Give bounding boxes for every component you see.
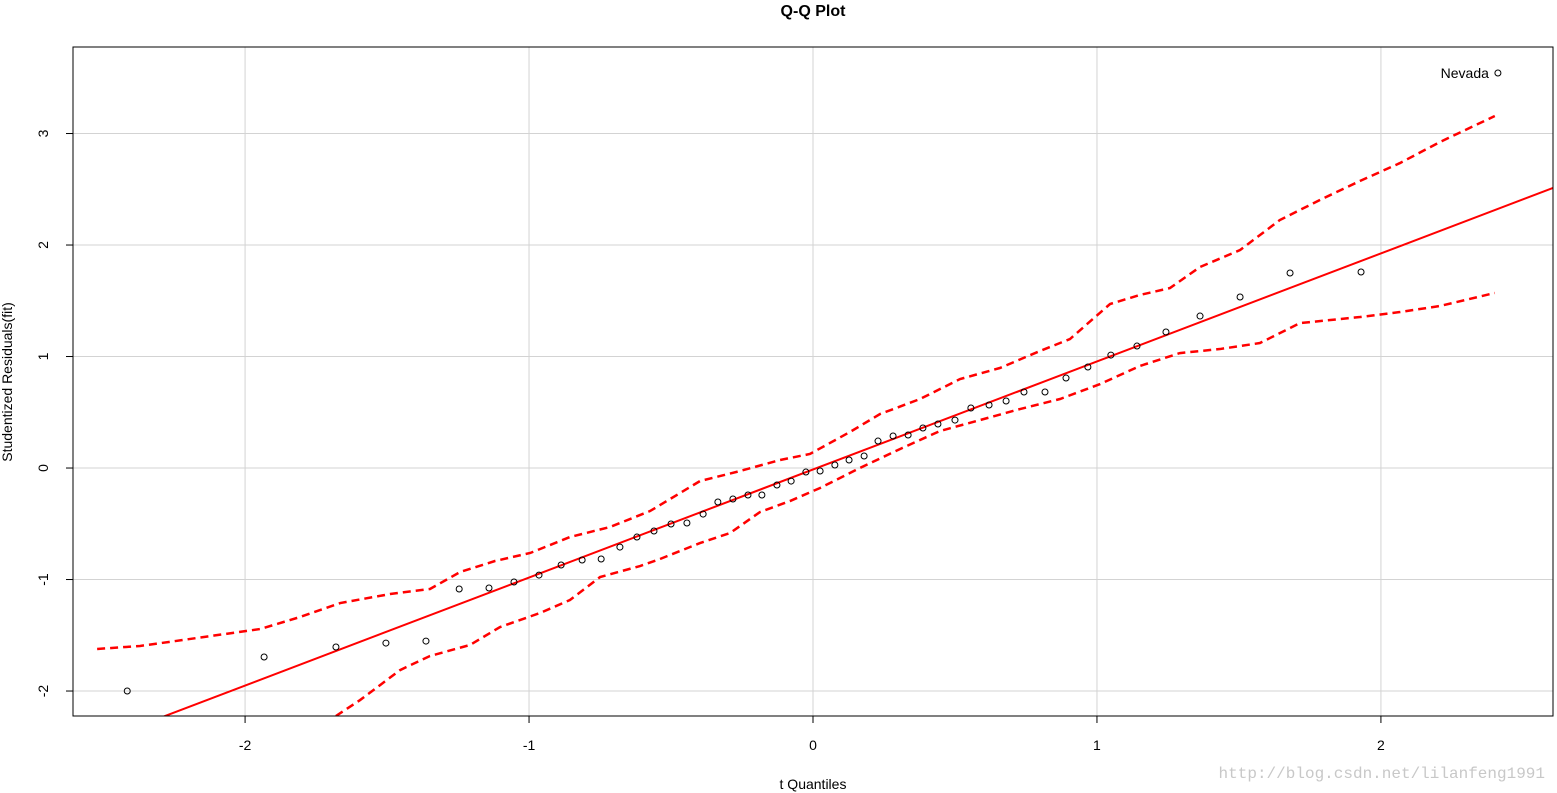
point bbox=[1494, 69, 1502, 77]
y-tick-label: 1 bbox=[35, 352, 51, 360]
point bbox=[904, 431, 912, 439]
point bbox=[597, 555, 605, 563]
point bbox=[123, 687, 131, 695]
confidence-envelope bbox=[335, 291, 1496, 716]
point bbox=[1062, 374, 1070, 382]
point bbox=[874, 437, 882, 445]
x-tick-label: 1 bbox=[1093, 737, 1101, 753]
point bbox=[816, 467, 824, 475]
point bbox=[455, 585, 463, 593]
point bbox=[889, 432, 897, 440]
point bbox=[332, 643, 340, 651]
point bbox=[845, 456, 853, 464]
point bbox=[1236, 293, 1244, 301]
point bbox=[860, 452, 868, 460]
point bbox=[919, 424, 927, 432]
fit-line bbox=[162, 187, 1553, 716]
point bbox=[535, 571, 543, 579]
point bbox=[1002, 397, 1010, 405]
watermark: http://blog.csdn.net/lilanfeng1991 bbox=[1219, 765, 1545, 783]
y-tick-label: 2 bbox=[35, 241, 51, 249]
point bbox=[1084, 363, 1092, 371]
x-axis-label: t Quantiles bbox=[780, 776, 847, 792]
point bbox=[773, 481, 781, 489]
point bbox=[667, 520, 675, 528]
point bbox=[1107, 351, 1115, 359]
point bbox=[985, 401, 993, 409]
point bbox=[729, 495, 737, 503]
point bbox=[557, 561, 565, 569]
point bbox=[260, 653, 268, 661]
point bbox=[758, 491, 766, 499]
point bbox=[1020, 388, 1028, 396]
point bbox=[510, 578, 518, 586]
point bbox=[1196, 312, 1204, 320]
point bbox=[967, 404, 975, 412]
point bbox=[699, 510, 707, 518]
y-tick-label: -2 bbox=[35, 685, 51, 698]
chart-title: Q-Q Plot bbox=[781, 3, 847, 20]
point bbox=[683, 519, 691, 527]
point-label: Nevada bbox=[1441, 65, 1489, 81]
point bbox=[831, 461, 839, 469]
y-axis-label: Studentized Residuals(fit) bbox=[0, 302, 15, 462]
point bbox=[1357, 268, 1365, 276]
x-tick-label: -1 bbox=[523, 737, 536, 753]
point bbox=[744, 491, 752, 499]
point bbox=[422, 637, 430, 645]
x-tick-label: -2 bbox=[239, 737, 252, 753]
point bbox=[1162, 328, 1170, 336]
grid bbox=[73, 47, 1553, 716]
plot-area: Nevada bbox=[97, 65, 1553, 716]
point bbox=[1286, 269, 1294, 277]
point bbox=[616, 543, 624, 551]
y-tick-label: 3 bbox=[35, 129, 51, 137]
point bbox=[485, 584, 493, 592]
point bbox=[714, 498, 722, 506]
x-tick-label: 2 bbox=[1377, 737, 1385, 753]
point bbox=[1133, 342, 1141, 350]
x-tick-label: 0 bbox=[809, 737, 817, 753]
point bbox=[802, 468, 810, 476]
confidence-envelope bbox=[97, 114, 1496, 651]
y-tick-label: 0 bbox=[35, 464, 51, 472]
point bbox=[787, 477, 795, 485]
point bbox=[1041, 388, 1049, 396]
point bbox=[382, 639, 390, 647]
point bbox=[578, 556, 586, 564]
y-tick-label: -1 bbox=[35, 573, 51, 586]
point bbox=[650, 527, 658, 535]
point bbox=[934, 420, 942, 428]
point bbox=[633, 533, 641, 541]
point bbox=[951, 416, 959, 424]
